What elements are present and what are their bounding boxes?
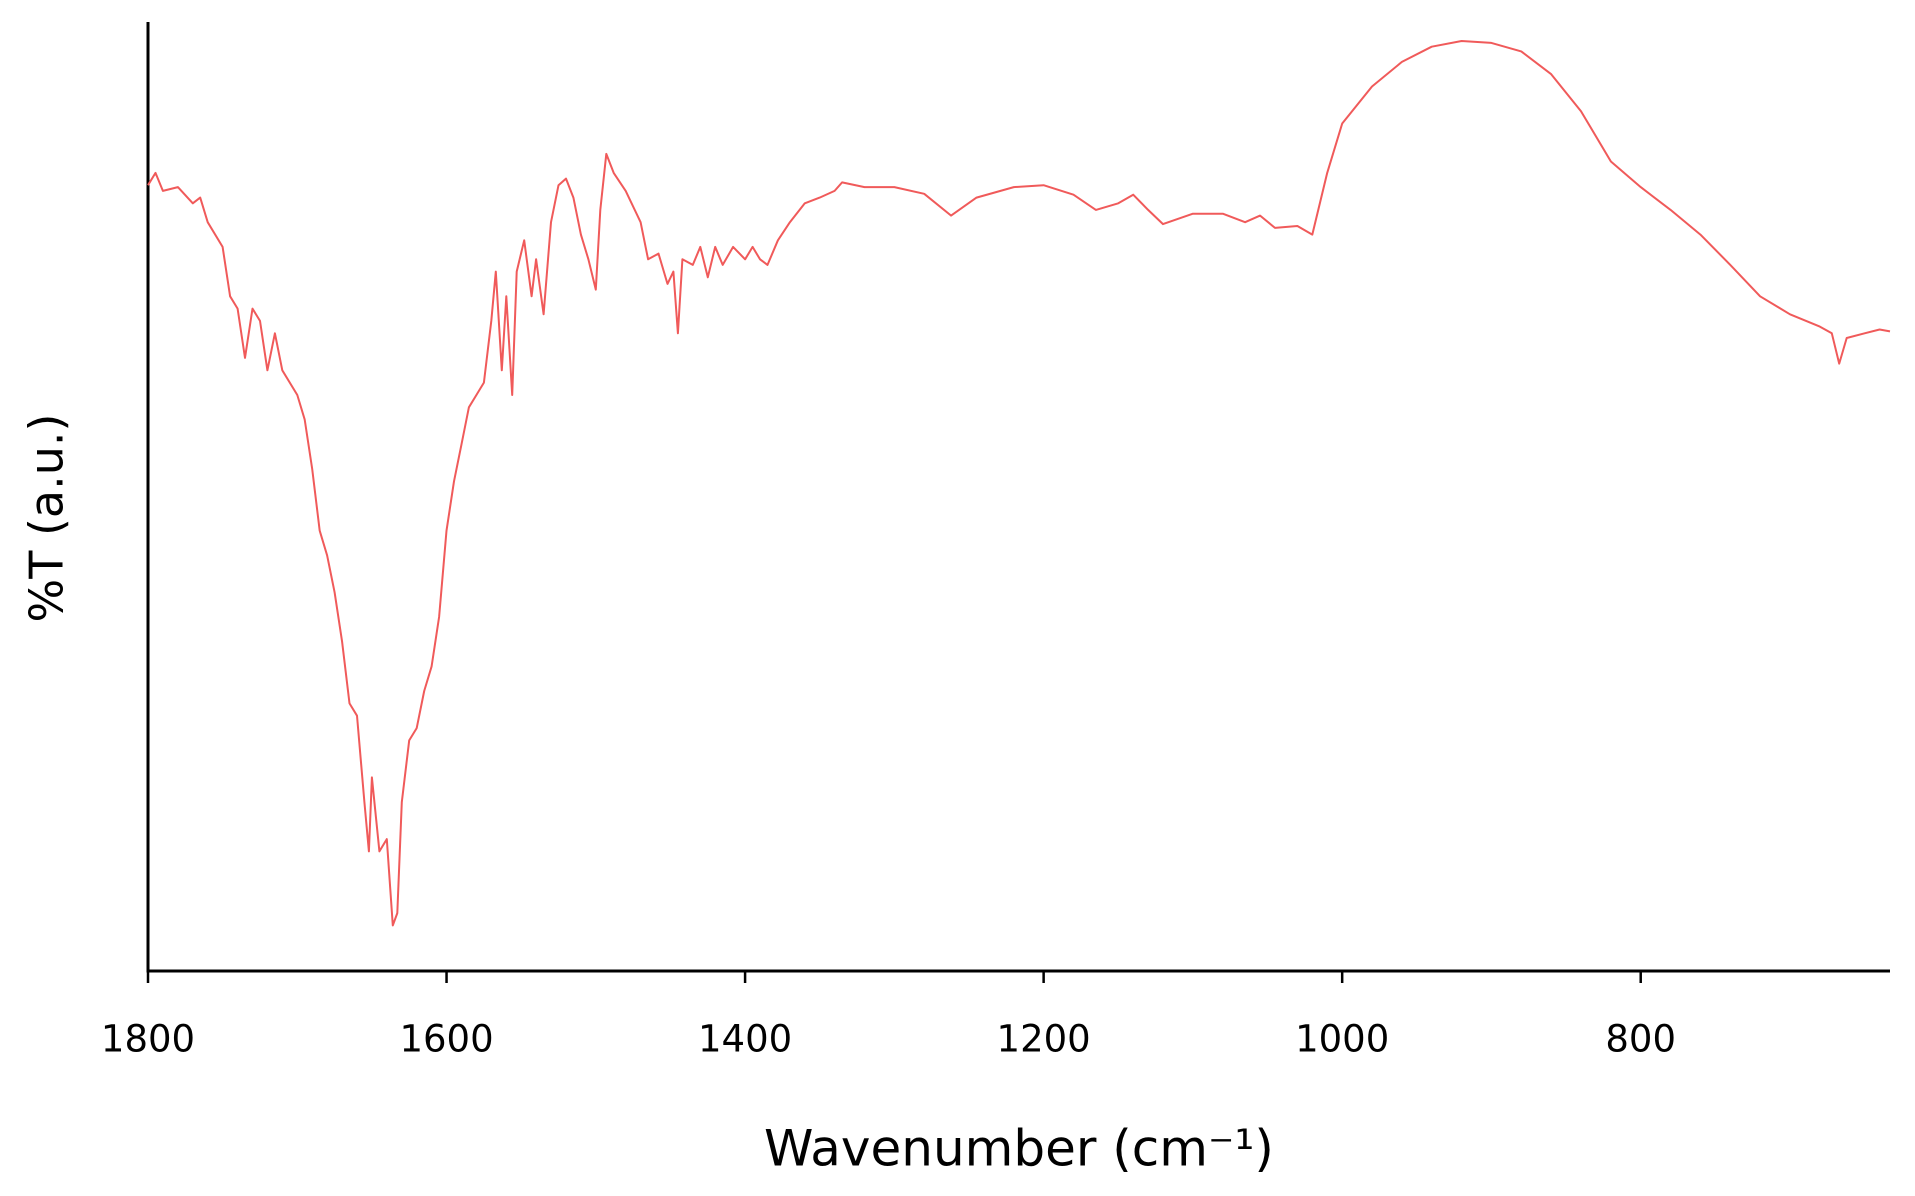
x-tick-label: 1400 [698, 1018, 792, 1061]
spectrum-line [147, 40, 1891, 927]
x-tick-label: 1800 [101, 1018, 195, 1061]
x-tick-label: 1200 [997, 1018, 1091, 1061]
y-axis-label: %T (a.u.) [20, 414, 74, 623]
x-tick-label: 800 [1605, 1018, 1676, 1061]
x-axis-label: Wavenumber (cm⁻¹) [764, 1120, 1274, 1178]
x-tick-label: 1600 [399, 1018, 493, 1061]
x-tick-label: 1000 [1295, 1018, 1389, 1061]
